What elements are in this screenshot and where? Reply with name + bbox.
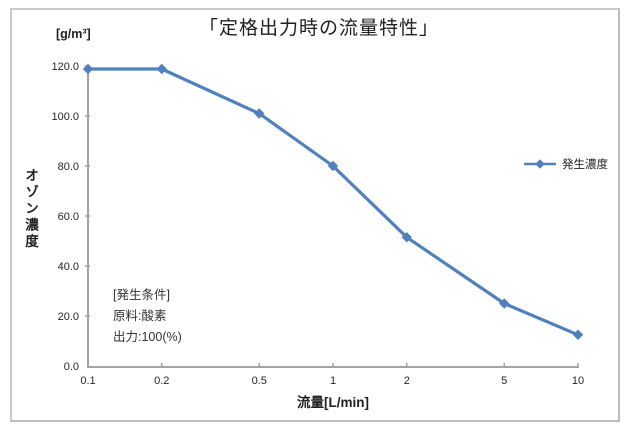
y-tick-label: 60.0 <box>58 211 79 223</box>
legend-series-label: 発生濃度 <box>562 159 608 171</box>
y-tick-label: 0.0 <box>64 361 79 373</box>
data-point-marker <box>401 232 412 243</box>
y-tick-label: 20.0 <box>58 311 79 323</box>
y-tick-label: 40.0 <box>58 261 79 273</box>
data-point-marker <box>156 63 167 75</box>
data-point-marker <box>572 329 584 340</box>
y-axis-unit-label: [g/m³] <box>56 27 91 41</box>
x-tick-label: 2 <box>404 375 410 387</box>
data-point-marker <box>82 63 94 75</box>
x-tick-label: 5 <box>501 375 507 387</box>
legend-series-marker-icon <box>524 159 556 169</box>
x-axis-title: 流量[L/min] <box>297 395 369 410</box>
annotation-raw-material: 原料:酸素 <box>113 309 167 323</box>
annotation-box: [発生条件] 原料:酸素 出力:100(%) <box>113 285 182 348</box>
y-tick-label: 120.0 <box>51 61 79 73</box>
chart-title: 「定格出力時の流量特性」 <box>198 18 439 39</box>
x-tick-label: 1 <box>330 375 336 387</box>
x-tick-label: 10 <box>572 375 584 387</box>
data-point-marker <box>254 108 265 119</box>
x-tick-label: 0.5 <box>252 375 267 387</box>
y-tick-label: 100.0 <box>51 111 79 123</box>
data-point-marker <box>499 298 510 309</box>
data-point-marker <box>327 160 339 172</box>
legend-diamond-icon <box>535 159 545 169</box>
y-axis-title: オゾン濃度 <box>23 168 38 251</box>
chart-border-frame <box>10 8 620 422</box>
legend: 発生濃度 <box>523 156 608 172</box>
x-tick-label: 0.1 <box>80 375 95 387</box>
x-tick-label: 0.2 <box>154 375 169 387</box>
annotation-heading: [発生条件] <box>113 288 170 302</box>
y-tick-label: 80.0 <box>58 161 79 173</box>
annotation-output: 出力:100(%) <box>113 330 182 344</box>
